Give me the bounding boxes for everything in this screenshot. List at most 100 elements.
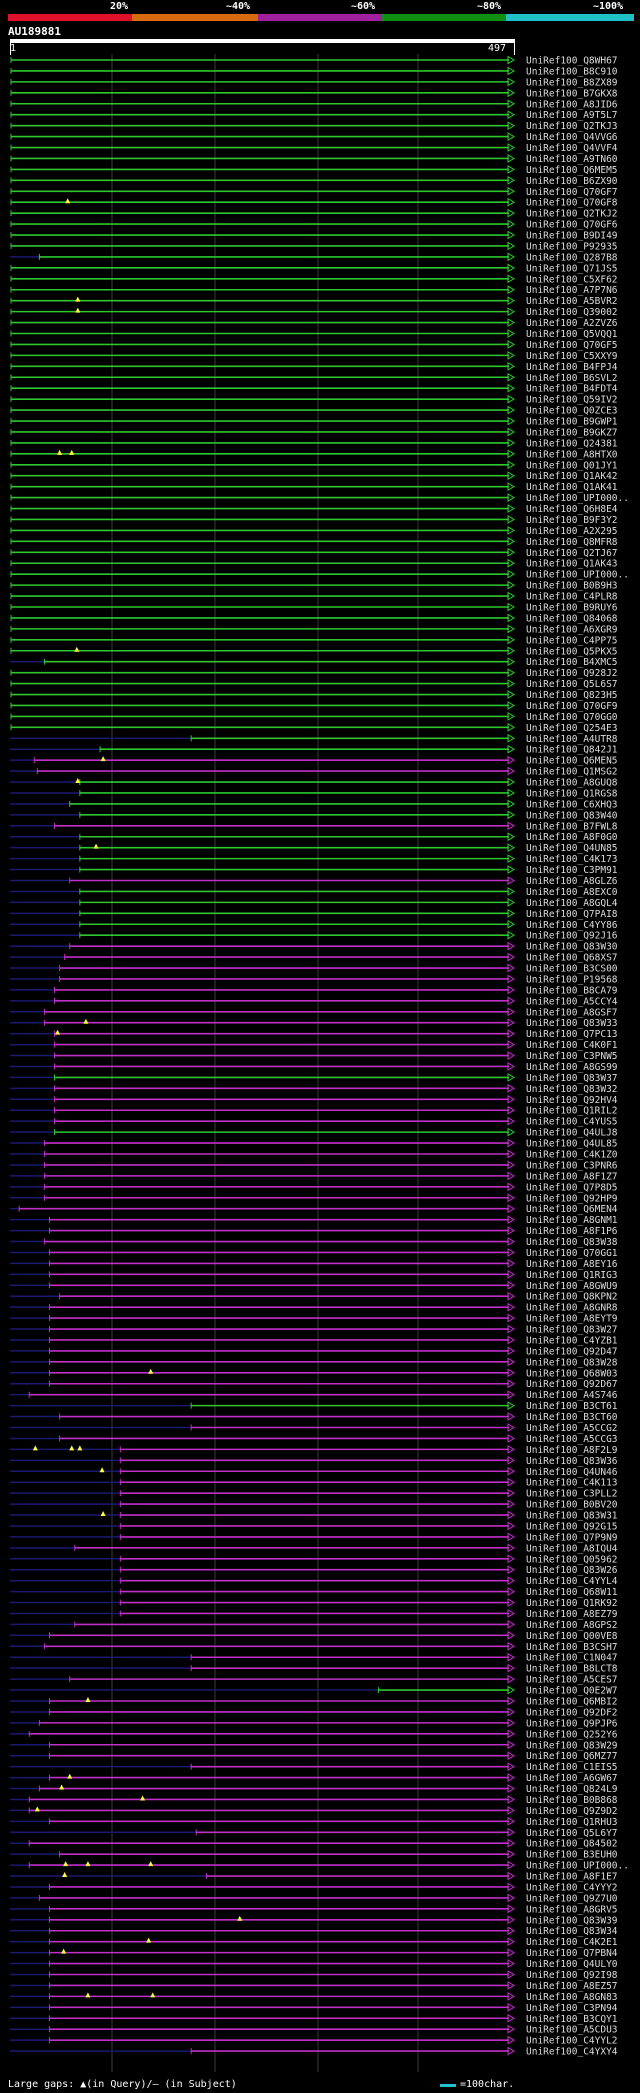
hit-row[interactable]: UniRef100_Q68W11 [10,1587,618,1598]
hit-row[interactable]: UniRef100_Q254E3 [10,723,618,734]
hit-row[interactable]: UniRef100_B4XMC5 [10,657,618,668]
hit-row[interactable]: UniRef100_C3PLL2 [10,1489,618,1500]
hit-row[interactable]: UniRef100_Q1AK43 [10,559,618,570]
hit-row[interactable]: UniRef100_Q8KPN2 [10,1292,618,1303]
hit-row[interactable]: UniRef100_Q92HV4 [10,1095,618,1106]
hit-row[interactable]: UniRef100_Q6MBI2 [10,1697,618,1708]
hit-row[interactable]: UniRef100_B3EUH0 [10,1850,618,1861]
hit-row[interactable]: UniRef100_Q5VQQ1 [10,329,618,340]
hit-row[interactable]: UniRef100_P92935 [10,241,618,252]
hit-row[interactable]: UniRef100_A8EY16 [10,1259,618,1270]
hit-row[interactable]: UniRef100_Q5L6Y7 [10,1828,618,1839]
hit-row[interactable]: UniRef100_B3CQY1 [10,2014,618,2025]
hit-row[interactable]: UniRef100_A8EZ79 [10,1609,618,1620]
hit-row[interactable]: UniRef100_Q6H8E4 [10,504,618,515]
hit-row[interactable]: UniRef100_Q1AK42 [10,471,618,482]
hit-row[interactable]: UniRef100_Q1RIG3 [10,1270,618,1281]
hit-row[interactable]: UniRef100_Q7PAI8 [10,909,618,920]
hit-row[interactable]: UniRef100_Q7P8D5 [10,1182,618,1193]
hit-row[interactable]: UniRef100_Q4UL85 [10,1139,618,1150]
hit-row[interactable]: UniRef100_C1N047 [10,1653,618,1664]
hit-row[interactable]: UniRef100_C4YXY4 [10,2047,618,2058]
hit-row[interactable]: UniRef100_C4K2E1 [10,1937,618,1948]
hit-row[interactable]: UniRef100_A2ZVZ6 [10,318,618,329]
hit-row[interactable]: UniRef100_Q83W33 [10,1018,618,1029]
hit-row[interactable]: UniRef100_Q83W27 [10,1325,618,1336]
hit-row[interactable]: UniRef100_Q5L6S7 [10,679,618,690]
hit-row[interactable]: UniRef100_A5CCG2 [10,1423,618,1434]
hit-row[interactable]: UniRef100_Q70GF8 [10,198,618,209]
hit-row[interactable]: UniRef100_B7FWL8 [10,821,618,832]
hit-row[interactable]: UniRef100_B3CSH7 [10,1642,618,1653]
hit-row[interactable]: UniRef100_B6ZX90 [10,176,618,187]
hit-row[interactable]: UniRef100_Q6MEM5 [10,165,618,176]
hit-row[interactable]: UniRef100_A8GN83 [10,1992,618,2003]
hit-row[interactable]: UniRef100_Q4VVG6 [10,132,618,143]
hit-row[interactable]: UniRef100_Q83W29 [10,1740,618,1751]
hit-row[interactable]: UniRef100_UPI000.. [10,493,629,504]
hit-row[interactable]: UniRef100_A8IQU4 [10,1543,618,1554]
hit-row[interactable]: UniRef100_B8LCT8 [10,1664,618,1675]
hit-row[interactable]: UniRef100_Q84068 [10,613,618,624]
hit-row[interactable]: UniRef100_Q92D47 [10,1346,618,1357]
hit-row[interactable]: UniRef100_C3PN94 [10,2003,618,2014]
hit-row[interactable]: UniRef100_Q2TJ67 [10,548,618,559]
hit-row[interactable]: UniRef100_Q83W39 [10,1915,618,1926]
hit-row[interactable]: UniRef100_Q4ULY0 [10,1959,618,1970]
hit-row[interactable]: UniRef100_Q5PKX5 [10,646,618,657]
hit-row[interactable]: UniRef100_Q70GF7 [10,187,618,198]
hit-row[interactable]: UniRef100_Q83W37 [10,1073,618,1084]
hit-row[interactable]: UniRef100_C4YY86 [10,920,618,931]
hit-row[interactable]: UniRef100_Q842J1 [10,745,618,756]
hit-row[interactable]: UniRef100_Q83W30 [10,942,618,953]
hit-row[interactable]: UniRef100_A9T5L7 [10,110,618,121]
hit-row[interactable]: UniRef100_A8GWU9 [10,1281,618,1292]
hit-row[interactable]: UniRef100_C4YUS5 [10,1117,618,1128]
hit-row[interactable]: UniRef100_A6GW67 [10,1773,618,1784]
hit-row[interactable]: UniRef100_Q24381 [10,438,618,449]
hit-row[interactable]: UniRef100_Q824L9 [10,1784,618,1795]
hit-row[interactable]: UniRef100_A5BVR2 [10,296,618,307]
hit-row[interactable]: UniRef100_A9TN60 [10,154,618,165]
hit-row[interactable]: UniRef100_A8GSF7 [10,1007,618,1018]
hit-row[interactable]: UniRef100_C1EIS5 [10,1762,618,1773]
hit-row[interactable]: UniRef100_Q92DF2 [10,1707,618,1718]
hit-row[interactable]: UniRef100_A8F1Z7 [10,1171,618,1182]
hit-row[interactable]: UniRef100_Q0E2W7 [10,1686,618,1697]
hit-row[interactable]: UniRef100_Q39002 [10,307,618,318]
hit-row[interactable]: UniRef100_Q4VVF4 [10,143,618,154]
hit-row[interactable]: UniRef100_C4PP75 [10,635,618,646]
hit-row[interactable]: UniRef100_Q83W36 [10,1456,618,1467]
hit-row[interactable]: UniRef100_B3CT60 [10,1412,618,1423]
hit-row[interactable]: UniRef100_C4K0F1 [10,1040,618,1051]
hit-row[interactable]: UniRef100_Q8MFR8 [10,537,618,548]
hit-row[interactable]: UniRef100_A8F1P6 [10,1226,618,1237]
hit-row[interactable]: UniRef100_Q1RK92 [10,1598,618,1609]
hit-row[interactable]: UniRef100_C4YZB1 [10,1335,618,1346]
hit-row[interactable]: UniRef100_Q83W26 [10,1565,618,1576]
hit-row[interactable]: UniRef100_A8F2L9 [10,1445,618,1456]
hit-row[interactable]: UniRef100_Q83W32 [10,1084,618,1095]
hit-row[interactable]: UniRef100_A7P7N6 [10,285,618,296]
hit-row[interactable]: UniRef100_Q2TKJ2 [10,209,618,220]
hit-row[interactable]: UniRef100_Q7PC13 [10,1029,618,1040]
hit-row[interactable]: UniRef100_B9DI49 [10,231,618,242]
hit-row[interactable]: UniRef100_A8GS99 [10,1062,618,1073]
hit-row[interactable]: UniRef100_A5CDU3 [10,2025,618,2036]
hit-row[interactable]: UniRef100_A4UTR8 [10,734,618,745]
hit-row[interactable]: UniRef100_A8F0G0 [10,832,618,843]
hit-row[interactable]: UniRef100_A6XGR9 [10,624,618,635]
hit-row[interactable]: UniRef100_B4FPJ4 [10,362,618,373]
hit-row[interactable]: UniRef100_C3PNW5 [10,1051,618,1062]
hit-row[interactable]: UniRef100_Q6MZ77 [10,1751,618,1762]
hit-row[interactable]: UniRef100_Q4UN85 [10,843,618,854]
hit-row[interactable]: UniRef100_B9RUY6 [10,603,618,614]
hit-row[interactable]: UniRef100_Q1RHU3 [10,1817,618,1828]
hit-row[interactable]: UniRef100_B8CA79 [10,985,618,996]
hit-row[interactable]: UniRef100_A5CCG3 [10,1434,618,1445]
hit-row[interactable]: UniRef100_Q92G15 [10,1521,618,1532]
hit-row[interactable]: UniRef100_C5XF62 [10,274,618,285]
hit-row[interactable]: UniRef100_Q928J2 [10,668,618,679]
hit-row[interactable]: UniRef100_Q83W40 [10,810,618,821]
hit-row[interactable]: UniRef100_Q92D67 [10,1379,618,1390]
